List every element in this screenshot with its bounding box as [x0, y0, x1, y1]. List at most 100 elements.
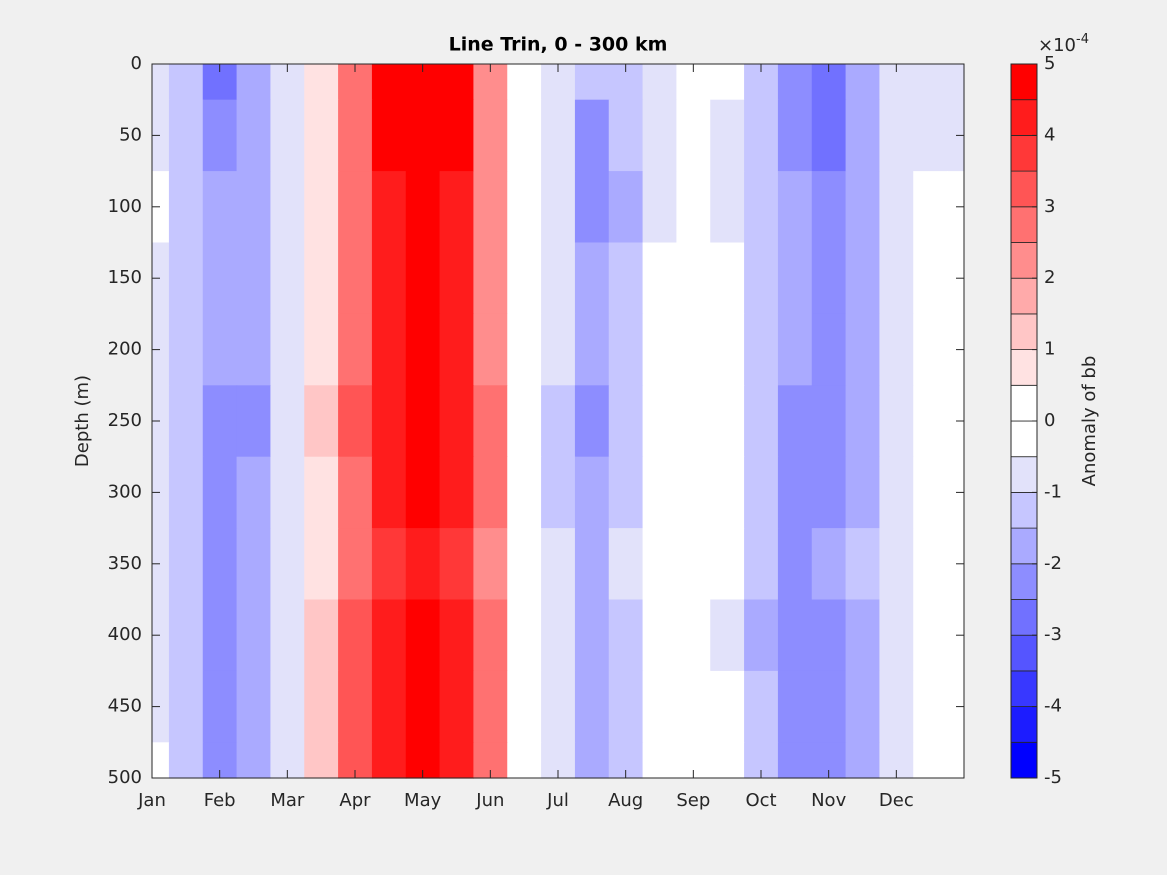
contour-cell: [777, 99, 813, 172]
contour-cell: [642, 528, 678, 601]
colorbar-band: [1010, 134, 1038, 172]
contour-cell: [608, 385, 644, 458]
y-tick-label: 100: [108, 196, 142, 217]
contour-cell: [541, 599, 576, 672]
contour-cell: [236, 313, 272, 386]
contour-cell: [507, 528, 542, 601]
contour-cell: [676, 171, 711, 244]
contour-cell: [473, 456, 508, 529]
colorbar-band: [1010, 491, 1038, 529]
contour-cell: [405, 99, 441, 172]
contour-cell: [236, 242, 272, 315]
contour-cell: [304, 599, 339, 672]
contour-cell: [473, 99, 508, 172]
contour-cell: [845, 385, 881, 458]
contour-cell: [541, 528, 576, 601]
contour-cell: [642, 171, 678, 244]
contour-cell: [642, 64, 678, 101]
contour-cell: [811, 599, 847, 672]
contour-cell: [541, 313, 576, 386]
contour-cell: [236, 171, 272, 244]
contour-cell: [168, 242, 204, 315]
contour-cell: [845, 456, 881, 529]
contour-cell: [777, 456, 813, 529]
contour-cell: [710, 242, 745, 315]
colorbar-tick-label: -3: [1044, 624, 1062, 645]
contour-cell: [710, 456, 745, 529]
colorbar-tick-label: -5: [1044, 767, 1062, 788]
contour-cell: [473, 313, 508, 386]
contour-cell: [642, 242, 678, 315]
contour-cell: [811, 670, 847, 743]
x-tick-label: Jan: [137, 790, 166, 811]
y-tick-label: 250: [108, 410, 142, 431]
contour-cell: [439, 385, 475, 458]
x-tick-label: Sep: [676, 790, 710, 811]
contour-cell: [676, 99, 711, 172]
contour-cell: [642, 742, 678, 779]
y-tick-label: 300: [108, 481, 142, 502]
x-tick-label: Mar: [270, 790, 305, 811]
contour-cell: [439, 599, 475, 672]
contour-cell: [710, 599, 745, 672]
axes: [151, 63, 965, 779]
contour-cell: [473, 385, 508, 458]
contour-cell: [507, 242, 542, 315]
colorbar-band: [1010, 456, 1038, 493]
contour-cell: [202, 670, 238, 743]
contour-cell: [947, 670, 965, 743]
colorbar-tick-label: 0: [1044, 410, 1055, 431]
colorbar-band: [1010, 349, 1038, 386]
chart-title: Line Trin, 0 - 300 km: [449, 34, 668, 56]
contour-cell: [405, 670, 441, 743]
contour-cell: [947, 528, 965, 601]
contour-cell: [845, 171, 881, 244]
contour-cell: [947, 456, 965, 529]
contour-cell: [879, 385, 914, 458]
contour-cell: [168, 456, 204, 529]
contour-cell: [236, 742, 272, 779]
contour-cell: [338, 385, 373, 458]
contour-cell: [913, 742, 948, 779]
contour-cell: [507, 599, 542, 672]
contour-cell: [777, 385, 813, 458]
contour-cell: [913, 313, 948, 386]
contour-cell: [811, 313, 847, 386]
contour-cell: [541, 171, 576, 244]
contour-cell: [947, 742, 965, 779]
colorbar-exponent-power: -4: [1076, 32, 1089, 47]
contour-cell: [811, 99, 847, 172]
contour-cell: [304, 313, 339, 386]
contour-cell: [608, 670, 644, 743]
contour-cell: [439, 456, 475, 529]
contour-cell: [879, 171, 914, 244]
contour-cell: [371, 670, 407, 743]
contour-cell: [947, 385, 965, 458]
x-tick-label: Jun: [475, 790, 504, 811]
y-tick-label: 350: [108, 553, 142, 574]
contour-cell: [371, 456, 407, 529]
y-tick-label: 0: [131, 53, 142, 74]
contour-cell: [152, 171, 170, 244]
contour-cell: [405, 242, 441, 315]
contour-cell: [744, 171, 779, 244]
contour-cell: [608, 313, 644, 386]
contour-cell: [879, 528, 914, 601]
contour-cell: [507, 99, 542, 172]
contour-cell: [777, 171, 813, 244]
contour-cell: [371, 742, 407, 779]
contour-cell: [236, 385, 272, 458]
contour-cell: [202, 599, 238, 672]
contour-cell: [541, 99, 576, 172]
colorbar-band: [1010, 313, 1038, 350]
contour-cell: [676, 242, 711, 315]
contour-cell: [913, 171, 948, 244]
contour-cell: [574, 64, 610, 101]
colorbar-exponent: ×10-4: [1038, 32, 1089, 57]
x-tick-label: May: [404, 790, 442, 811]
contour-cell: [371, 171, 407, 244]
contour-cell: [913, 456, 948, 529]
contour-cell: [541, 456, 576, 529]
contour-cell: [676, 456, 711, 529]
contour-cell: [405, 456, 441, 529]
